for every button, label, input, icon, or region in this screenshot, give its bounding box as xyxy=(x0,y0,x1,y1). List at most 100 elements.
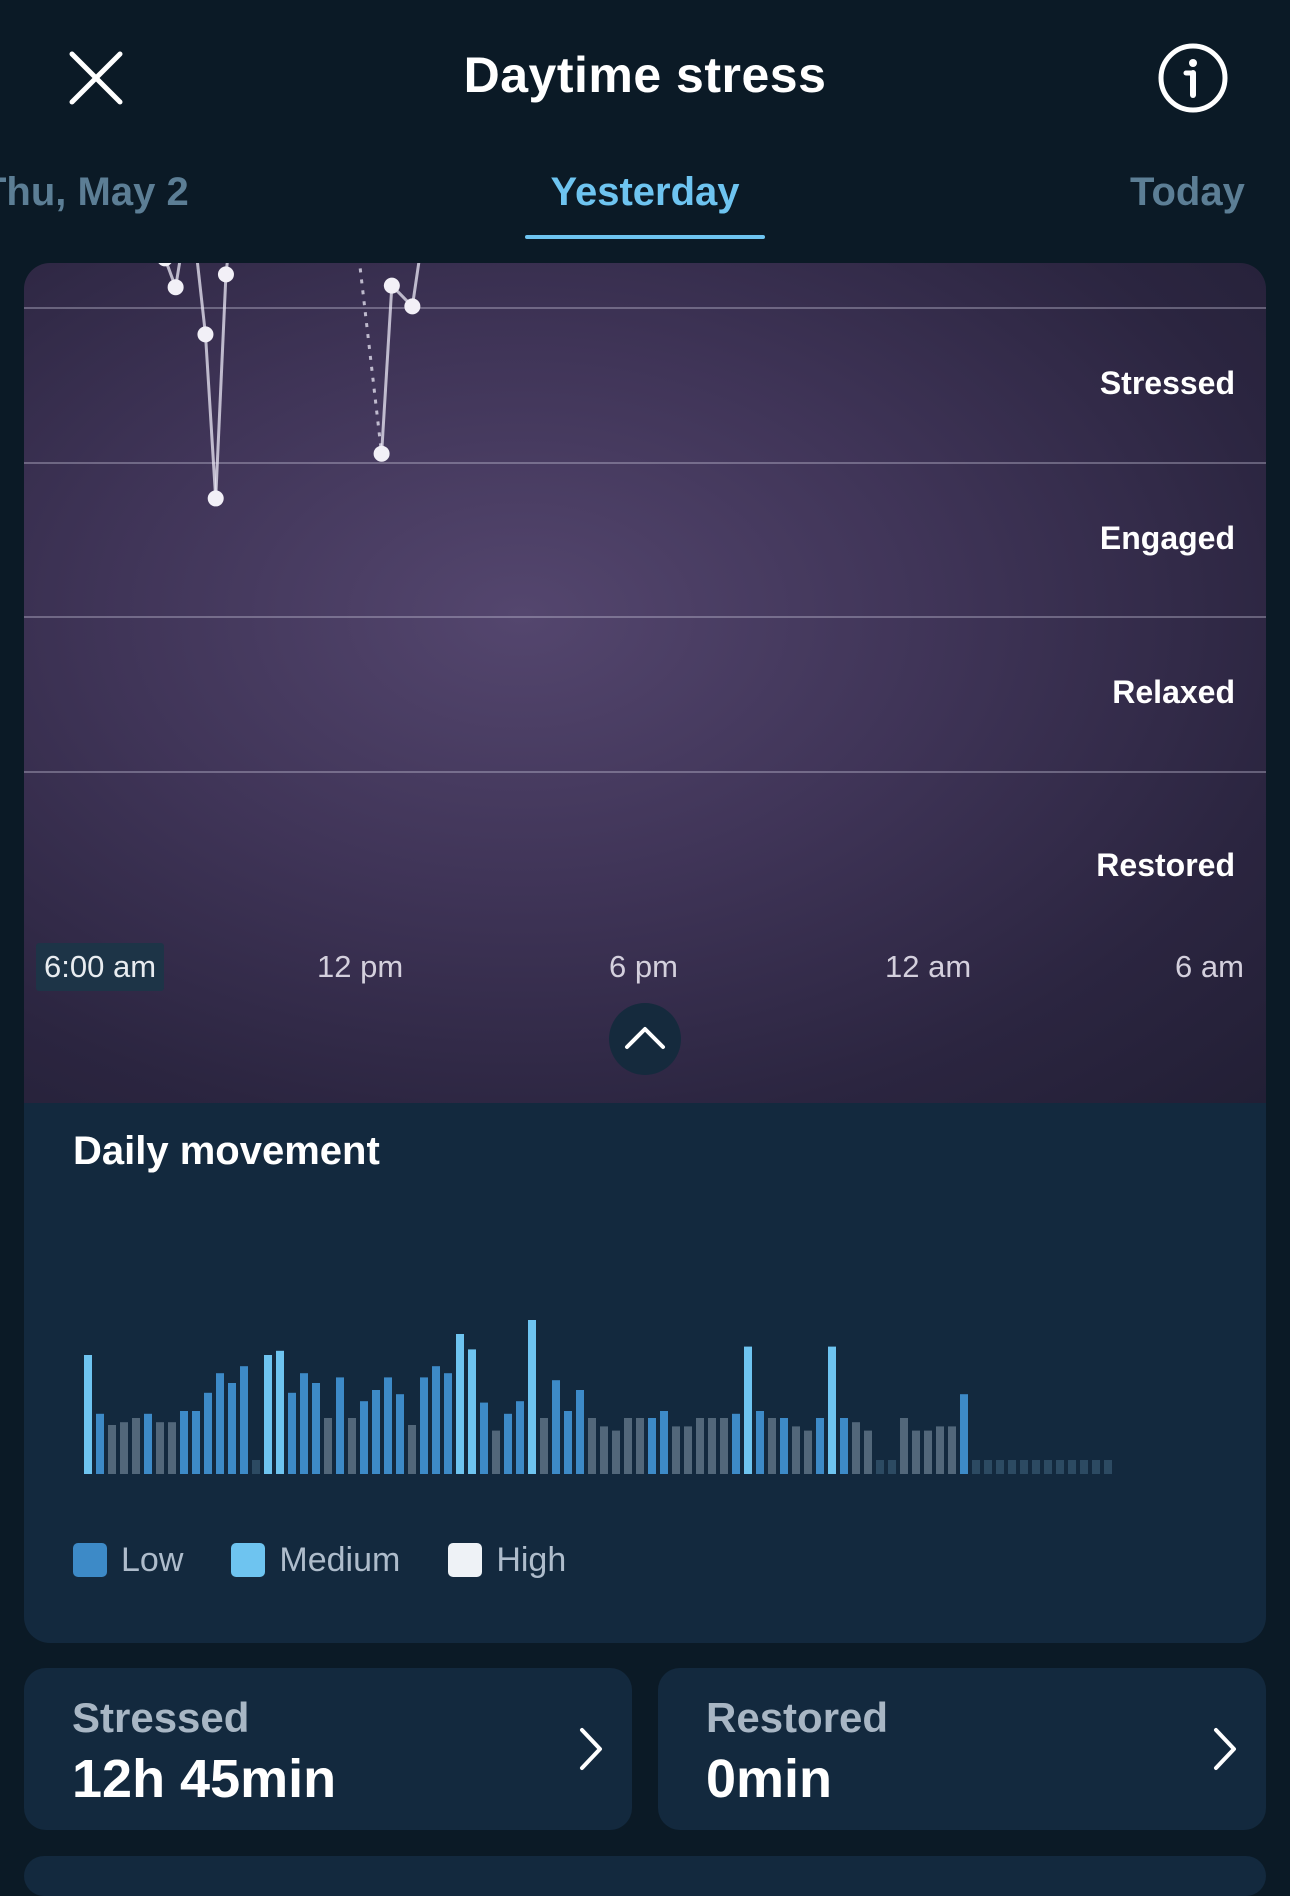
movement-bar xyxy=(912,1430,920,1474)
stress-line-segment xyxy=(410,263,421,307)
movement-bar xyxy=(1104,1460,1112,1474)
x-axis-label: 12 pm xyxy=(317,949,404,984)
x-axis-label: 6:00 am xyxy=(36,943,165,991)
tab-today[interactable]: Today xyxy=(1130,170,1245,214)
stat-label: Restored xyxy=(706,1694,889,1741)
stress-chart-card: Stressed Engaged Relaxed Restored 6:00 am 12… xyxy=(24,263,1266,1103)
movement-bar xyxy=(924,1430,932,1474)
movement-bar xyxy=(504,1413,512,1474)
stress-line-segment xyxy=(174,263,182,288)
movement-bar xyxy=(348,1418,356,1474)
movement-bar xyxy=(600,1426,608,1474)
stress-point xyxy=(207,490,224,507)
top-bar: Daytime stress xyxy=(0,0,1290,150)
movement-bar xyxy=(324,1418,332,1474)
movement-bar xyxy=(204,1392,212,1474)
movement-bar xyxy=(420,1377,428,1474)
legend-item-low: Low xyxy=(73,1541,183,1580)
stress-point xyxy=(383,277,400,294)
legend-swatch xyxy=(73,1543,107,1577)
x-axis-label: 12 am xyxy=(885,949,972,984)
movement-bar xyxy=(96,1413,104,1474)
movement-bar xyxy=(456,1334,464,1474)
stat-label: Stressed xyxy=(72,1694,250,1741)
movement-bar xyxy=(1068,1460,1076,1474)
stress-point xyxy=(404,298,421,315)
legend-label: Medium xyxy=(279,1540,401,1579)
stress-point xyxy=(217,266,234,283)
movement-bar xyxy=(1020,1460,1028,1474)
collapse-chart-button[interactable] xyxy=(609,1003,681,1075)
legend-label: High xyxy=(496,1540,567,1579)
movement-bar xyxy=(336,1377,344,1474)
movement-bar xyxy=(804,1430,812,1474)
movement-chart xyxy=(84,1320,1112,1474)
close-button[interactable] xyxy=(64,46,128,110)
movement-bar xyxy=(492,1430,500,1474)
movement-bar xyxy=(672,1426,680,1474)
stress-chart: Stressed Engaged Relaxed Restored xyxy=(24,263,1266,883)
movement-bar xyxy=(312,1383,320,1474)
movement-bar xyxy=(468,1349,476,1474)
active-tab-indicator xyxy=(525,235,765,239)
movement-bar xyxy=(756,1411,764,1474)
movement-bar xyxy=(360,1401,368,1474)
stress-line-segment xyxy=(214,274,228,499)
movement-bar xyxy=(180,1411,188,1474)
movement-bar xyxy=(288,1392,296,1474)
movement-bar xyxy=(228,1383,236,1474)
movement-bar xyxy=(1092,1460,1100,1474)
movement-bar xyxy=(144,1413,152,1474)
legend-swatch xyxy=(231,1543,266,1577)
movement-bar xyxy=(708,1418,716,1474)
chevron-right-icon xyxy=(1214,1728,1236,1770)
movement-bar xyxy=(1008,1460,1016,1474)
movement-legend: Low Medium High xyxy=(73,1538,614,1582)
info-button[interactable] xyxy=(1157,42,1229,114)
movement-bar xyxy=(216,1373,224,1474)
stat-value: 0min xyxy=(706,1749,833,1809)
movement-bar xyxy=(888,1460,896,1474)
restored-summary-card[interactable]: Restored 0min xyxy=(658,1668,1266,1830)
movement-bar xyxy=(540,1418,548,1474)
movement-bar xyxy=(936,1426,944,1474)
movement-bar xyxy=(516,1401,524,1474)
movement-bar xyxy=(780,1418,788,1474)
movement-bar xyxy=(588,1418,596,1474)
movement-bar xyxy=(432,1366,440,1474)
movement-bar xyxy=(372,1390,380,1474)
close-icon xyxy=(69,51,123,105)
movement-bar xyxy=(300,1373,308,1474)
movement-bar xyxy=(960,1394,968,1474)
stress-point xyxy=(373,445,390,462)
date-tabs: Thu, May 2 Yesterday Today xyxy=(0,160,1290,240)
movement-bar xyxy=(276,1350,284,1474)
stressed-summary-card[interactable]: Stressed 12h 45min xyxy=(24,1668,632,1830)
stress-point xyxy=(158,263,172,267)
movement-bar xyxy=(1080,1460,1088,1474)
x-axis-label: 6 pm xyxy=(609,949,678,984)
movement-bar xyxy=(552,1380,560,1474)
movement-bar xyxy=(864,1430,872,1474)
movement-bar xyxy=(384,1377,392,1474)
stress-line-segment xyxy=(203,334,218,499)
movement-bar xyxy=(564,1411,572,1474)
stress-point xyxy=(197,326,214,343)
tab-previous-day[interactable]: Thu, May 2 xyxy=(0,170,189,214)
movement-bar xyxy=(444,1373,452,1474)
tab-yesterday[interactable]: Yesterday xyxy=(550,170,740,214)
level-label-relaxed: Relaxed xyxy=(1112,674,1235,710)
movement-bar xyxy=(192,1411,200,1474)
movement-bar xyxy=(240,1366,248,1474)
legend-item-high: High xyxy=(448,1541,566,1580)
stress-point xyxy=(167,279,184,296)
movement-bar xyxy=(744,1346,752,1474)
movement-bar xyxy=(252,1460,260,1474)
movement-bar xyxy=(876,1460,884,1474)
movement-bar xyxy=(84,1355,92,1474)
movement-bar xyxy=(900,1418,908,1474)
movement-bar xyxy=(396,1394,404,1474)
movement-bar xyxy=(720,1418,728,1474)
movement-bar xyxy=(1044,1460,1052,1474)
movement-bar xyxy=(480,1402,488,1474)
